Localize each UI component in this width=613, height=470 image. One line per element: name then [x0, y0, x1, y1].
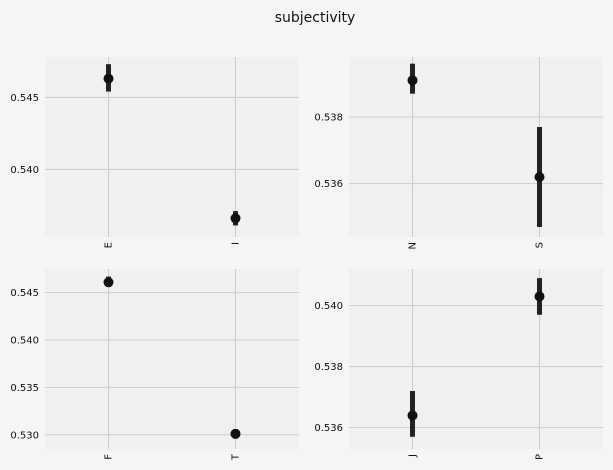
- subplot-4: 0.536 0.538 0.540 J P: [314, 269, 603, 460]
- y-tick-label: 0.545: [10, 93, 39, 104]
- data-point: [103, 73, 114, 84]
- x-tick-label: J: [408, 454, 419, 458]
- y-tick-label: 0.535: [10, 383, 39, 394]
- y-tick-label: 0.540: [10, 165, 39, 176]
- data-point: [230, 213, 241, 224]
- figure-title: subjectivity: [275, 10, 356, 26]
- x-tick-label: S: [535, 242, 546, 248]
- data-point: [230, 428, 241, 439]
- data-point: [407, 410, 418, 421]
- data-point: [534, 172, 545, 182]
- data-point: [407, 75, 418, 86]
- x-tick-label: N: [408, 242, 419, 249]
- axes-background: [45, 269, 299, 449]
- x-tick-label: P: [535, 454, 546, 460]
- y-tick-label: 0.545: [10, 288, 39, 299]
- axes-background: [349, 57, 603, 237]
- axes-background: [45, 57, 299, 237]
- y-tick-label: 0.538: [314, 113, 343, 124]
- axes-background: [349, 269, 603, 449]
- subplot-2: 0.536 0.538 N S: [314, 57, 603, 249]
- y-tick-label: 0.540: [314, 301, 343, 312]
- subplot-1: 0.540 0.545 E I: [10, 57, 299, 248]
- y-tick-label: 0.536: [314, 179, 343, 190]
- x-tick-label: T: [231, 453, 242, 461]
- y-tick-label: 0.530: [10, 430, 39, 441]
- y-tick-label: 0.538: [314, 362, 343, 373]
- x-tick-label: I: [231, 242, 242, 245]
- data-point: [103, 277, 114, 288]
- y-tick-label: 0.540: [10, 336, 39, 347]
- x-tick-label: F: [104, 454, 115, 460]
- data-point: [534, 291, 545, 302]
- x-tick-label: E: [104, 242, 115, 248]
- subplot-3: 0.530 0.535 0.540 0.545 F T: [10, 269, 299, 461]
- y-tick-label: 0.536: [314, 423, 343, 434]
